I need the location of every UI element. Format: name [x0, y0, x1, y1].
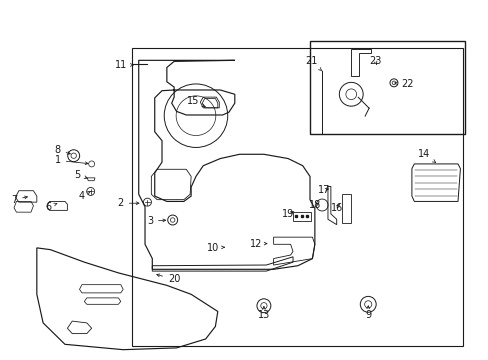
Text: 9: 9 — [365, 306, 370, 320]
Text: 22: 22 — [394, 79, 412, 89]
Text: 18: 18 — [308, 200, 320, 210]
Text: 15: 15 — [187, 96, 205, 107]
Text: 5: 5 — [74, 170, 87, 180]
Text: 8: 8 — [55, 145, 70, 155]
Text: 2: 2 — [118, 198, 139, 208]
Text: 4: 4 — [79, 191, 90, 201]
Text: 3: 3 — [146, 216, 165, 226]
Text: 13: 13 — [257, 307, 269, 320]
Text: 6: 6 — [45, 202, 57, 212]
Text: 23: 23 — [368, 57, 381, 66]
Text: 7: 7 — [11, 195, 27, 204]
Text: 17: 17 — [318, 185, 330, 195]
Text: 20: 20 — [157, 274, 180, 284]
Text: 11: 11 — [114, 60, 133, 70]
Text: 12: 12 — [250, 239, 266, 249]
Text: 16: 16 — [330, 203, 342, 213]
Text: 10: 10 — [206, 243, 224, 253]
Text: 1: 1 — [55, 156, 88, 165]
Text: 19: 19 — [282, 209, 294, 219]
Text: 21: 21 — [305, 57, 322, 71]
Text: 14: 14 — [417, 149, 435, 162]
